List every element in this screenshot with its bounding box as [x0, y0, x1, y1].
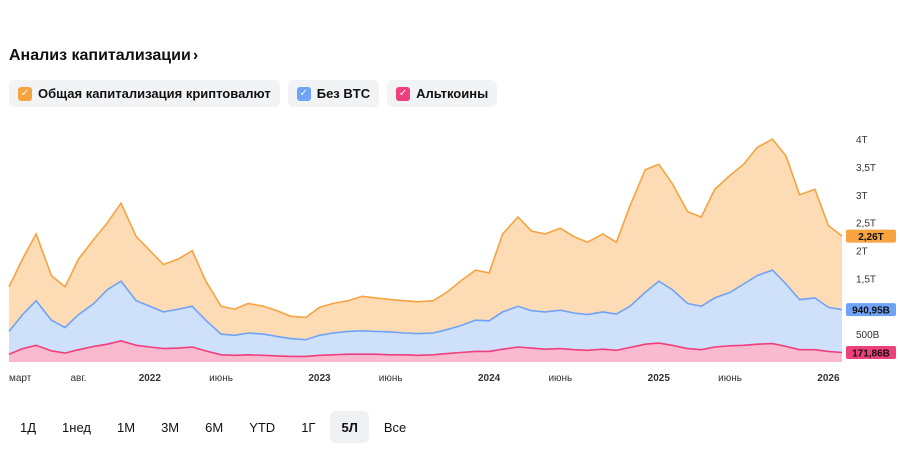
x-tick-label: июнь	[718, 373, 742, 384]
series-line-2	[8, 339, 843, 358]
x-tick-label: июнь	[209, 373, 233, 384]
y-tick-label: 2T	[856, 247, 868, 258]
last-value-badge	[846, 229, 896, 243]
page-title[interactable]: Анализ капитализации ›	[9, 47, 198, 65]
series-line-1	[8, 269, 843, 341]
y-tick-label: 500B	[856, 330, 880, 341]
x-tick-label: июнь	[379, 373, 403, 384]
period-6m[interactable]: 6М	[205, 419, 224, 435]
last-value-badge	[846, 346, 896, 360]
x-tick-label: авг.	[71, 373, 87, 384]
legend: ✓ Общая капитализация криптовалют ✓ Без …	[9, 80, 498, 107]
legend-label: Общая капитализация криптовалют	[38, 86, 271, 101]
x-tick-label: март	[9, 373, 32, 384]
period-all[interactable]: Все	[383, 419, 407, 435]
page-title-text: Анализ капитализации	[9, 47, 191, 64]
series-area-1	[9, 270, 842, 362]
last-value-badge	[846, 303, 896, 317]
x-tick-label: июнь	[548, 373, 572, 384]
legend-item-no-btc[interactable]: ✓ Без BTC	[287, 80, 380, 107]
chevron-right-icon: ›	[192, 47, 199, 64]
y-tick-label: 3T	[856, 191, 868, 202]
period-1m[interactable]: 1М	[117, 419, 136, 435]
last-value-label: 171,86B	[852, 349, 890, 360]
check-icon: ✓	[296, 86, 311, 101]
series-line-0	[8, 138, 843, 319]
x-tick-label: 2024	[478, 373, 501, 384]
x-tick-label: 2025	[648, 373, 671, 384]
period-selector: 1Д 1нед 1М 3М 6М YTD 1Г 5Л Все	[9, 411, 417, 443]
period-1d[interactable]: 1Д	[20, 419, 37, 435]
series-area-2	[9, 340, 842, 362]
period-5y[interactable]: 5Л	[330, 411, 369, 443]
last-value-label: 2,26T	[858, 232, 884, 243]
y-tick-label: 2,5T	[856, 219, 876, 230]
market-cap-chart[interactable]: 500B 1,5T 2T 2,5T 3T 3,5T 4T март авг. 2022 июнь 20…	[0, 120, 900, 390]
y-tick-label: 4T	[856, 135, 868, 146]
legend-label: Альткоины	[416, 86, 489, 101]
y-tick-label: 3,5T	[856, 163, 876, 174]
period-3m[interactable]: 3М	[161, 419, 180, 435]
legend-label: Без BTC	[316, 86, 371, 101]
period-ytd[interactable]: YTD	[249, 419, 276, 435]
x-tick-label: 2026	[817, 373, 840, 384]
period-1y[interactable]: 1Г	[301, 419, 316, 435]
y-tick-label: 1,5T	[856, 274, 876, 285]
x-tick-label: 2022	[139, 373, 162, 384]
x-tick-label: 2023	[308, 373, 331, 384]
legend-item-altcoins[interactable]: ✓ Альткоины	[387, 80, 498, 107]
legend-item-total[interactable]: ✓ Общая капитализация криптовалют	[9, 80, 280, 107]
period-1w[interactable]: 1нед	[62, 419, 91, 435]
check-icon: ✓	[396, 86, 411, 101]
check-icon: ✓	[18, 86, 32, 101]
last-value-label: 940,95B	[852, 306, 890, 317]
